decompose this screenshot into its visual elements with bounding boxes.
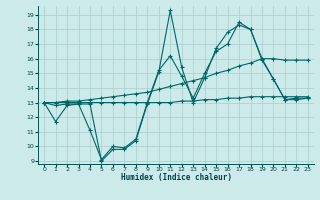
X-axis label: Humidex (Indice chaleur): Humidex (Indice chaleur)	[121, 173, 231, 182]
